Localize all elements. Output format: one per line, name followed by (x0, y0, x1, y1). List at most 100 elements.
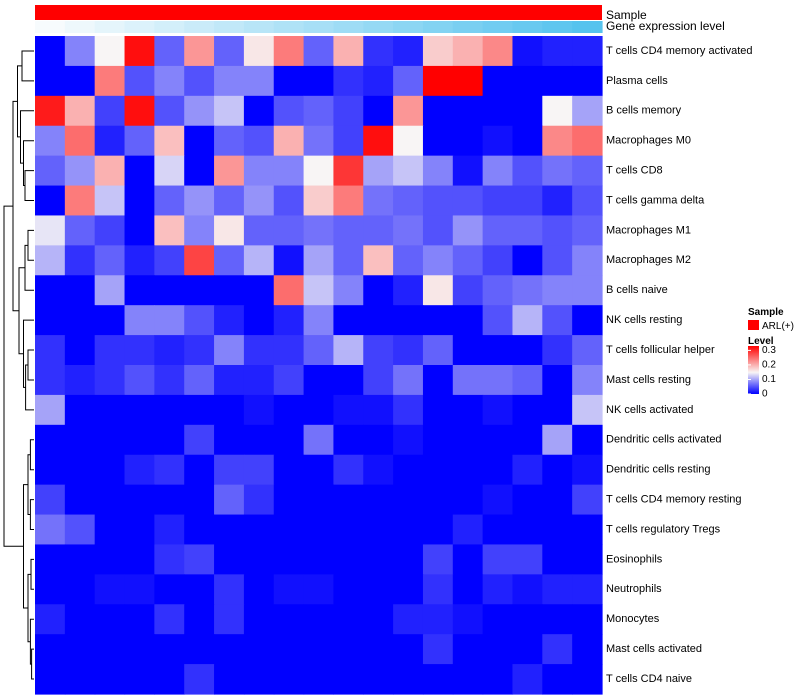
heatmap-cell (363, 664, 394, 695)
heatmap-cell (64, 544, 96, 575)
annotation-cell-gene-expression (184, 21, 215, 33)
heatmap-cell (303, 36, 335, 67)
legend-item-arl: ARL(+) (762, 321, 794, 332)
heatmap-cell (482, 275, 514, 306)
heatmap-cell (393, 394, 424, 426)
heatmap-cell (363, 155, 394, 187)
heatmap-cell (363, 574, 394, 605)
heatmap-cell (422, 514, 454, 546)
heatmap-cell (184, 544, 215, 575)
heatmap-cell (393, 634, 424, 665)
heatmap-cell (452, 664, 484, 695)
heatmap-cell (64, 335, 96, 366)
heatmap-cell (422, 305, 454, 336)
heatmap-cell (243, 424, 275, 456)
heatmap-cell (35, 36, 66, 67)
heatmap-cell (64, 604, 96, 635)
heatmap-cell (333, 514, 364, 546)
heatmap-cell (124, 95, 155, 127)
heatmap-cell (512, 394, 543, 426)
heatmap-cell (393, 95, 424, 127)
heatmap-cell (422, 185, 454, 217)
heatmap-cell (94, 544, 126, 575)
heatmap-cell (303, 484, 335, 516)
heatmap-cell (214, 245, 245, 276)
heatmap-cell (512, 544, 543, 575)
heatmap-cell (542, 544, 573, 575)
heatmap-cell (214, 484, 245, 516)
heatmap-cell (273, 155, 305, 187)
row-label: Neutrophils (606, 583, 662, 595)
heatmap-cell (363, 454, 394, 486)
heatmap-cell (572, 215, 603, 246)
heatmap-cell (273, 245, 305, 276)
heatmap-cell (303, 155, 335, 187)
heatmap-cell (214, 365, 245, 396)
heatmap-cell (542, 604, 573, 635)
heatmap-cell (35, 155, 66, 187)
heatmap-cell (94, 155, 126, 187)
heatmap-cell (273, 36, 305, 67)
heatmap-cell (422, 544, 454, 575)
heatmap-cell (333, 394, 364, 426)
dendrogram-branch (23, 484, 28, 609)
heatmap-cell (452, 335, 484, 366)
heatmap-cell (572, 185, 603, 217)
heatmap-cell (512, 305, 543, 336)
heatmap-cell (273, 185, 305, 217)
heatmap-cell (542, 215, 573, 246)
heatmap-cell (422, 36, 454, 67)
heatmap-cell (393, 664, 424, 695)
heatmap-cell (363, 185, 394, 217)
heatmap-cell (333, 604, 364, 635)
heatmap-cell (572, 634, 603, 665)
heatmap-cell (452, 125, 484, 157)
heatmap-cell (333, 36, 364, 67)
heatmap-cell (512, 36, 543, 67)
heatmap-cell (64, 305, 96, 336)
heatmap-cell (333, 305, 364, 336)
heatmap-cell (303, 664, 335, 695)
heatmap-cell (35, 574, 66, 605)
row-label: Monocytes (606, 613, 660, 625)
heatmap-cell (64, 125, 96, 157)
heatmap-cell (393, 275, 424, 306)
heatmap-cell (422, 65, 454, 97)
heatmap-cell (333, 95, 364, 127)
dendrogram-branch (25, 364, 34, 411)
heatmap-cell (572, 394, 603, 426)
heatmap-cell (35, 95, 66, 127)
heatmap-cell (303, 95, 335, 127)
heatmap-cell (482, 305, 514, 336)
annotation-label-sample: Sample (606, 8, 647, 22)
heatmap-cell (303, 544, 335, 575)
heatmap-cell (333, 484, 364, 516)
heatmap-cell (482, 454, 514, 486)
heatmap-cell (64, 155, 96, 187)
heatmap-cell (422, 394, 454, 426)
heatmap-cell (393, 484, 424, 516)
heatmap-cell (154, 245, 185, 276)
heatmap-cell (214, 634, 245, 665)
heatmap-cell (572, 65, 603, 97)
row-label: Macrophages M2 (606, 254, 691, 266)
heatmap-cell (363, 394, 394, 426)
heatmap-cell (363, 424, 394, 456)
heatmap-cell (512, 484, 543, 516)
heatmap-cell (452, 275, 484, 306)
legend-sample-title: Sample (748, 307, 784, 318)
heatmap-cell (154, 185, 185, 217)
heatmap-cell (243, 36, 275, 67)
heatmap-cell (273, 95, 305, 127)
heatmap-cell (243, 454, 275, 486)
legend-tick-label: 0.2 (762, 360, 776, 371)
annotation-cell-gene-expression (94, 21, 126, 33)
row-label: T cells CD4 memory resting (606, 493, 742, 505)
heatmap-cell (94, 514, 126, 546)
heatmap-cell (214, 95, 245, 127)
heatmap-cell (94, 245, 126, 276)
annotation-cell-gene-expression (452, 21, 484, 33)
heatmap-cell (154, 484, 185, 516)
heatmap-cell (393, 514, 424, 546)
heatmap-cell (363, 634, 394, 665)
